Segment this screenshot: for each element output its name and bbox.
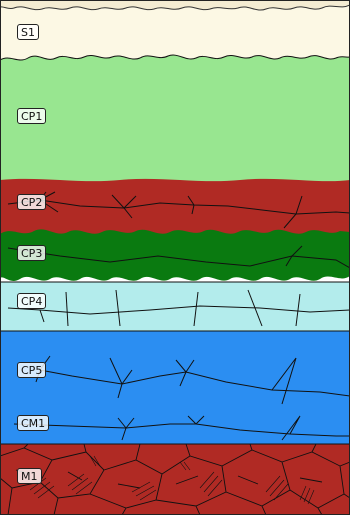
cm1-crack-lines: [13, 415, 350, 441]
layer-tag-cp4: CP4: [17, 293, 47, 309]
layer-cp5-band: [0, 331, 350, 409]
layer-cp3-band: [0, 229, 350, 281]
layer-tag-cp2: CP2: [17, 194, 47, 210]
layer-tag-s1: S1: [17, 24, 39, 40]
layer-cp4-band: [0, 282, 350, 332]
layer-tag-cm1: CM1: [17, 415, 50, 431]
layer-tag-cp1: CP1: [17, 108, 47, 124]
cp3-crack-lines: [7, 245, 350, 269]
m1-hatching: [29, 455, 315, 505]
layer-tag-cp5: CP5: [17, 362, 47, 378]
layer-cp2-band: [0, 178, 350, 236]
layer-s1-top-edge: [0, 0, 350, 11]
layer-m1-band: [0, 444, 350, 515]
layer-boundaries: [0, 281, 350, 445]
layer-tag-m1: M1: [17, 468, 42, 484]
layer-s1-band: [0, 0, 350, 60]
layer-cp1-top-edge: [0, 54, 350, 61]
layer-tag-cp3: CP3: [17, 245, 47, 261]
cp4-crack-lines: [7, 289, 350, 327]
cp5-crack-lines: [35, 355, 350, 405]
layer-cp1-band: [0, 55, 350, 185]
layer-cm1-band: [0, 408, 350, 445]
